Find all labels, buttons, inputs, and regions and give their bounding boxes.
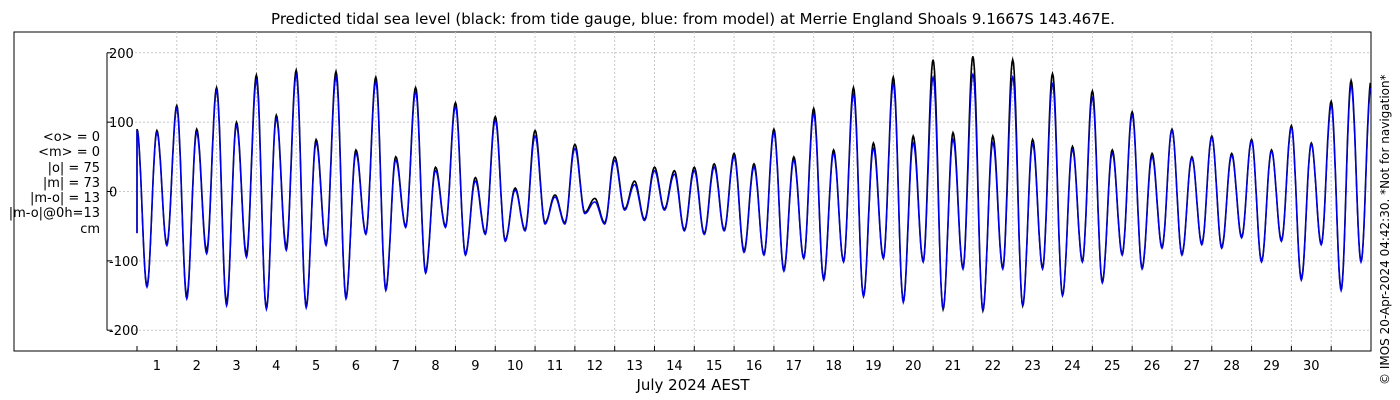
x-tick-label: 13 bbox=[626, 359, 643, 374]
stat-abs-diff-0h: |m-o|@0h=13 bbox=[8, 206, 100, 222]
x-tick-label: 5 bbox=[312, 359, 320, 374]
x-tick-label: 11 bbox=[547, 359, 564, 374]
series-model-line bbox=[136, 72, 1371, 313]
chart-title: Predicted tidal sea level (black: from t… bbox=[271, 10, 1115, 28]
x-tick-label: 24 bbox=[1064, 359, 1081, 374]
stat-mean-observed: <o> = 0 bbox=[42, 130, 100, 145]
series-layer bbox=[136, 56, 1372, 314]
x-tick-label: 10 bbox=[507, 359, 524, 374]
x-tick-label: 16 bbox=[746, 359, 763, 374]
x-tick-label: 26 bbox=[1144, 359, 1161, 374]
stat-abs-observed: |o| = 75 bbox=[47, 160, 100, 176]
x-tick-label: 12 bbox=[587, 359, 604, 374]
y-tick-label: 100 bbox=[109, 116, 134, 131]
x-tick-label: 18 bbox=[825, 359, 842, 374]
x-tick-label: 8 bbox=[431, 359, 439, 374]
x-tick-label: 14 bbox=[666, 359, 683, 374]
x-tick-label: 22 bbox=[985, 359, 1002, 374]
x-tick-label: 2 bbox=[193, 359, 201, 374]
x-tick-label: 4 bbox=[272, 359, 280, 374]
x-tick-label: 19 bbox=[865, 359, 882, 374]
credit-notice: © IMOS 20-Apr-2024 04:42:30. *Not for na… bbox=[1378, 74, 1392, 385]
x-tick-label: 20 bbox=[905, 359, 922, 374]
stat-unit: cm bbox=[80, 221, 100, 237]
x-tick-label: 28 bbox=[1223, 359, 1240, 374]
x-tick-label: 6 bbox=[352, 359, 360, 374]
y-tick-label: 200 bbox=[109, 47, 134, 62]
x-tick-label: 17 bbox=[786, 359, 803, 374]
x-tick-label: 27 bbox=[1184, 359, 1201, 374]
x-tick-label: 9 bbox=[471, 359, 479, 374]
x-tick-label: 3 bbox=[232, 359, 240, 374]
x-tick-label: 30 bbox=[1303, 359, 1320, 374]
x-axis-label: July 2024 AEST bbox=[635, 376, 750, 394]
y-tick-label: 0 bbox=[109, 186, 117, 201]
statistics-panel: <o> = 0 <m> = 0 |o| = 75 |m| = 73 |m-o| … bbox=[0, 130, 100, 237]
y-tick-label: -100 bbox=[109, 255, 139, 270]
stat-mean-model: <m> = 0 bbox=[38, 145, 100, 161]
x-tick-label: 7 bbox=[392, 359, 400, 374]
x-tick-label: 29 bbox=[1263, 359, 1280, 374]
x-tick-label: 1 bbox=[153, 359, 161, 374]
y-tick-label: -200 bbox=[109, 324, 139, 339]
x-tick-label: 25 bbox=[1104, 359, 1121, 374]
x-tick-label: 15 bbox=[706, 359, 723, 374]
x-tick-label: 23 bbox=[1024, 359, 1041, 374]
grid-lines bbox=[107, 32, 1371, 351]
x-tick-label: 21 bbox=[945, 359, 962, 374]
stat-abs-model: |m| = 73 bbox=[42, 175, 100, 191]
stat-abs-diff: |m-o| = 13 bbox=[29, 191, 100, 207]
